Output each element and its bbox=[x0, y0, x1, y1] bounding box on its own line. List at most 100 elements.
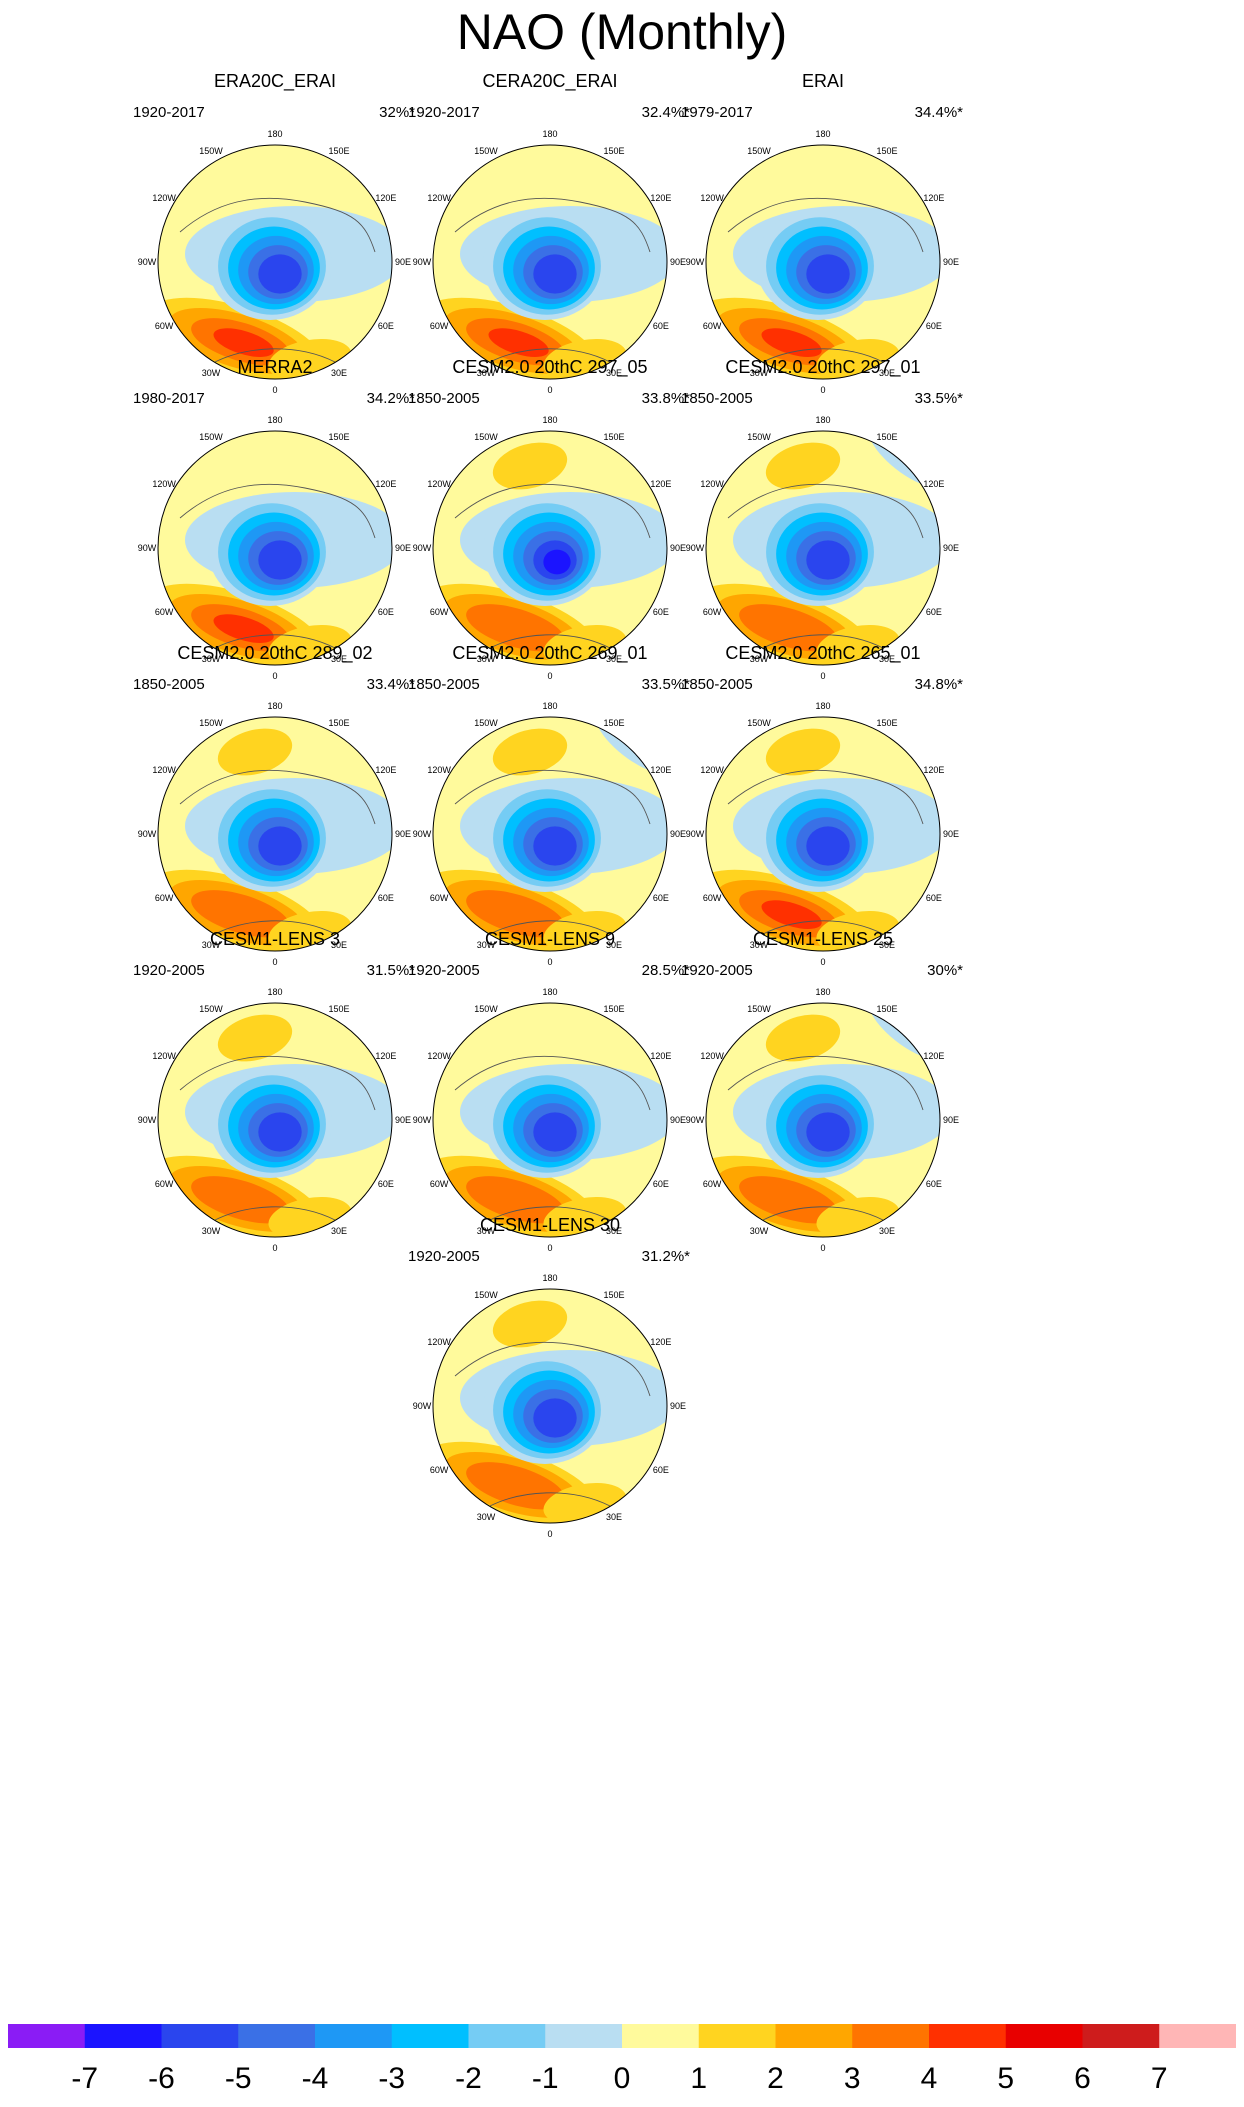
longitude-label: 90W bbox=[138, 1115, 157, 1125]
longitude-label: 120E bbox=[650, 765, 671, 775]
colorbar-tick-label: 7 bbox=[1151, 2062, 1168, 2095]
colorbar-tick-label: 4 bbox=[921, 2062, 938, 2095]
polar-map: 180 150E 120E 90E 60E 30E 0 30W 60W 90W 120W 150W bbox=[686, 701, 959, 967]
longitude-label: 0 bbox=[272, 385, 277, 395]
longitude-label: 180 bbox=[542, 987, 557, 997]
longitude-label: 180 bbox=[267, 701, 282, 711]
map-outline bbox=[157, 430, 393, 666]
coastline bbox=[727, 483, 924, 649]
map-panel: CESM1-LENS 3 1920-2005 31.5%* 180 150E 120E 90… bbox=[105, 928, 445, 1298]
longitude-label: 150E bbox=[328, 1004, 349, 1014]
panel-years: 1850-2005 bbox=[408, 676, 480, 693]
colorbar-tick-label: 6 bbox=[1074, 2062, 1091, 2095]
colorbar-tick-label: -1 bbox=[532, 2062, 559, 2095]
map-panel: CESM2.0 20thC 269_01 1850-2005 33.5%* 180 15… bbox=[380, 642, 720, 1012]
coastline bbox=[179, 1055, 376, 1221]
longitude-label: 60E bbox=[378, 321, 394, 331]
longitude-label: 30E bbox=[879, 654, 895, 664]
colorbar-tick-label: 2 bbox=[767, 2062, 784, 2095]
longitude-label: 60E bbox=[378, 1179, 394, 1189]
longitude-label: 30E bbox=[331, 368, 347, 378]
longitude-label: 60W bbox=[155, 893, 174, 903]
longitude-label: 120W bbox=[427, 193, 451, 203]
longitude-label: 30E bbox=[879, 940, 895, 950]
map-panel: ERA20C_ERAI 1920-2017 32%* 180 150E 120E 90E 60… bbox=[105, 70, 445, 440]
polar-map: 180 150E 120E 90E 60E 30E 0 30W 60W 90W 120W 150W bbox=[413, 1273, 686, 1539]
longitude-label: 60W bbox=[703, 321, 722, 331]
longitude-label: 180 bbox=[267, 415, 282, 425]
contour-arctic-low-level bbox=[533, 1112, 577, 1152]
longitude-label: 60E bbox=[926, 1179, 942, 1189]
longitude-label: 150W bbox=[199, 718, 223, 728]
panel-years: 1920-2005 bbox=[681, 962, 753, 979]
colorbar-swatch bbox=[161, 2024, 239, 2048]
contour-azores-high-level bbox=[191, 1176, 291, 1224]
map-panel: ERAI 1979-2017 34.4%* 180 150E 120E 90E 60E 30E 0… bbox=[653, 70, 993, 440]
longitude-label: 90W bbox=[413, 829, 432, 839]
longitude-label: 30E bbox=[606, 1226, 622, 1236]
map-outline bbox=[705, 716, 941, 952]
longitude-label: 60E bbox=[926, 321, 942, 331]
map-outline bbox=[432, 716, 668, 952]
longitude-label: 90W bbox=[413, 257, 432, 267]
panel-variance: 34.8%* bbox=[914, 676, 963, 693]
panel-years: 1850-2005 bbox=[681, 676, 753, 693]
contour-pacific-high bbox=[492, 728, 568, 776]
longitude-label: 30W bbox=[477, 940, 496, 950]
longitude-label: 30W bbox=[202, 368, 221, 378]
longitude-label: 180 bbox=[267, 129, 282, 139]
panel-title: CESM1-LENS 30 bbox=[479, 1215, 621, 1235]
longitude-label: 120W bbox=[427, 1337, 451, 1347]
longitude-label: 90W bbox=[138, 829, 157, 839]
longitude-label: 0 bbox=[547, 1243, 552, 1253]
longitude-label: 60E bbox=[926, 893, 942, 903]
longitude-label: 180 bbox=[815, 415, 830, 425]
longitude-label: 120E bbox=[923, 479, 944, 489]
contour-pacific-high bbox=[492, 1300, 568, 1348]
colorbar-swatch bbox=[698, 2024, 776, 2048]
longitude-label: 120W bbox=[152, 1051, 176, 1061]
colorbar-swatch bbox=[468, 2024, 546, 2048]
longitude-label: 90W bbox=[413, 1401, 432, 1411]
colorbar-swatch bbox=[84, 2024, 162, 2048]
longitude-label: 150W bbox=[747, 146, 771, 156]
longitude-label: 0 bbox=[820, 957, 825, 967]
panel-title: CESM2.0 20thC 297_05 bbox=[452, 357, 648, 377]
panel-variance: 33.5%* bbox=[641, 676, 690, 693]
longitude-label: 150W bbox=[474, 146, 498, 156]
longitude-label: 120W bbox=[700, 765, 724, 775]
map-outline bbox=[432, 430, 668, 666]
longitude-label: 30W bbox=[750, 940, 769, 950]
longitude-label: 60E bbox=[378, 607, 394, 617]
colorbar-swatch bbox=[238, 2024, 316, 2048]
panel-title: MERRA2 bbox=[237, 357, 313, 377]
longitude-label: 30W bbox=[750, 1226, 769, 1236]
longitude-label: 60E bbox=[653, 1179, 669, 1189]
map-outline bbox=[705, 144, 941, 380]
longitude-label: 30E bbox=[331, 940, 347, 950]
colorbar-tick-label: 5 bbox=[997, 2062, 1014, 2095]
polar-map: 180 150E 120E 90E 60E 30E 0 30W 60W 90W 120W 150W bbox=[138, 701, 411, 967]
coastline bbox=[727, 1055, 924, 1221]
coastline bbox=[454, 769, 651, 935]
polar-map: 180 150E 120E 90E 60E 30E 0 30W 60W 90W 120W 150W bbox=[138, 129, 411, 395]
longitude-label: 0 bbox=[547, 957, 552, 967]
longitude-label: 90W bbox=[686, 829, 705, 839]
longitude-label: 180 bbox=[815, 701, 830, 711]
polar-map: 180 150E 120E 90E 60E 30E 0 30W 60W 90W 120W 150W bbox=[686, 987, 959, 1253]
longitude-label: 150E bbox=[876, 718, 897, 728]
panel-variance: 32%* bbox=[379, 104, 415, 121]
longitude-label: 60E bbox=[926, 607, 942, 617]
longitude-label: 150E bbox=[603, 718, 624, 728]
longitude-label: 90W bbox=[686, 543, 705, 553]
longitude-label: 30W bbox=[750, 368, 769, 378]
longitude-label: 90E bbox=[670, 257, 686, 267]
longitude-label: 30E bbox=[879, 1226, 895, 1236]
contour-azores-high-level bbox=[466, 1176, 566, 1224]
longitude-label: 60E bbox=[653, 1465, 669, 1475]
coastline bbox=[454, 1055, 651, 1221]
colorbar-swatch bbox=[852, 2024, 930, 2048]
panel-years: 1979-2017 bbox=[681, 104, 753, 121]
contour-arctic-low-level bbox=[533, 254, 577, 294]
longitude-label: 150W bbox=[474, 1004, 498, 1014]
